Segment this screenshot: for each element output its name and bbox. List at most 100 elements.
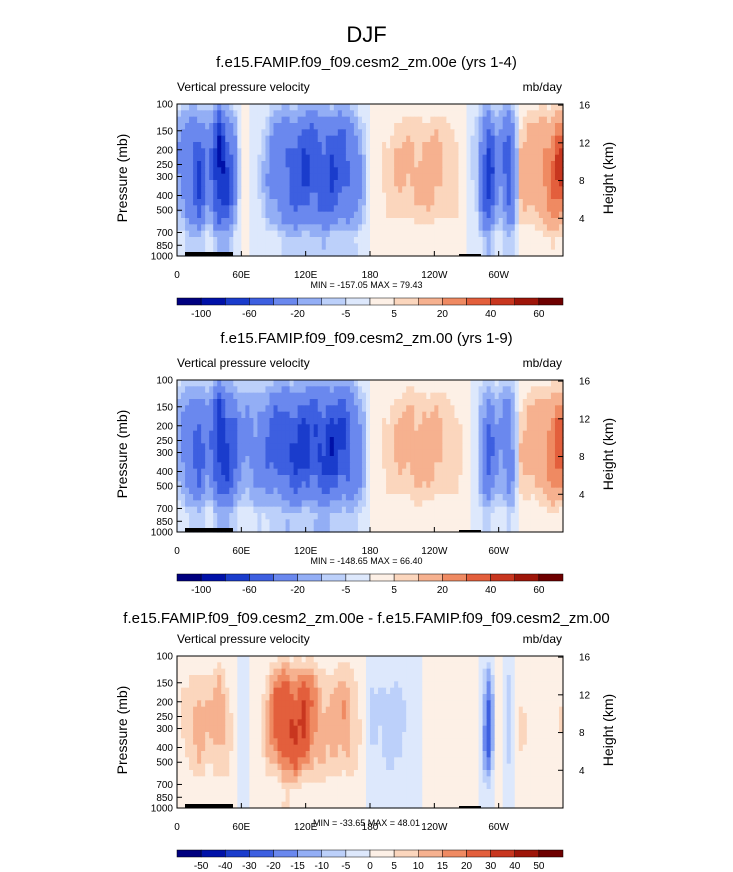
contour-cell bbox=[378, 456, 383, 463]
contour-cell bbox=[333, 443, 339, 451]
contour-cell bbox=[522, 399, 528, 406]
contour-cell bbox=[422, 475, 427, 482]
contour-cell bbox=[233, 468, 238, 476]
contour-cell bbox=[426, 475, 431, 482]
contour-cell bbox=[297, 494, 303, 501]
contour-cell bbox=[177, 668, 182, 676]
contour-cell bbox=[253, 662, 259, 670]
contour-cell bbox=[193, 135, 198, 143]
contour-cell bbox=[357, 224, 363, 232]
contour-cell bbox=[422, 192, 427, 200]
contour-cell bbox=[313, 148, 319, 156]
contour-cell bbox=[293, 211, 299, 219]
contour-cell bbox=[442, 392, 447, 400]
contour-cell bbox=[193, 230, 198, 238]
contour-cell bbox=[281, 148, 287, 156]
contour-cell bbox=[454, 380, 460, 387]
contour-cell bbox=[474, 180, 480, 187]
contour-cell bbox=[245, 481, 250, 489]
contour-cell bbox=[522, 230, 528, 238]
contour-cell bbox=[281, 399, 287, 406]
contour-cell bbox=[518, 424, 524, 432]
y-tick-label: 100 bbox=[156, 376, 173, 387]
contour-cell bbox=[205, 481, 210, 489]
contour-cell bbox=[370, 500, 375, 508]
contour-cell bbox=[197, 116, 202, 124]
contour-cell bbox=[337, 411, 343, 419]
contour-cell bbox=[458, 424, 464, 432]
contour-cell bbox=[361, 237, 367, 244]
contour-cell bbox=[430, 154, 435, 162]
contour-cell bbox=[482, 173, 488, 181]
contour-cell bbox=[293, 443, 299, 451]
contour-cell bbox=[177, 481, 182, 489]
contour-cell bbox=[554, 224, 560, 232]
contour-cell bbox=[365, 437, 371, 444]
contour-cell bbox=[301, 519, 307, 527]
contour-cell bbox=[486, 173, 492, 181]
contour-cell bbox=[297, 662, 303, 670]
contour-cell bbox=[538, 405, 544, 413]
contour-cell bbox=[249, 224, 254, 232]
contour-cell bbox=[478, 154, 484, 162]
contour-cell bbox=[277, 487, 283, 495]
contour-cell bbox=[410, 437, 415, 444]
contour-cell bbox=[442, 405, 447, 413]
contour-cell bbox=[225, 123, 230, 130]
contour-cell bbox=[398, 104, 403, 111]
contour-cell bbox=[378, 449, 383, 457]
contour-cell bbox=[353, 468, 359, 476]
contour-cell bbox=[289, 211, 295, 219]
contour-cell bbox=[281, 481, 287, 489]
contour-cell bbox=[406, 161, 411, 168]
contour-cell bbox=[450, 167, 456, 175]
colorbar-label: 60 bbox=[533, 309, 545, 320]
contour-cell bbox=[514, 148, 520, 156]
contour-cell bbox=[498, 494, 504, 501]
contour-cell bbox=[305, 199, 311, 206]
contour-cell bbox=[530, 148, 536, 156]
contour-cell bbox=[522, 437, 528, 444]
contour-cell bbox=[442, 513, 447, 520]
y-tick-label: 850 bbox=[156, 517, 173, 528]
contour-cell bbox=[378, 487, 383, 495]
contour-cell bbox=[293, 104, 299, 111]
contour-cell bbox=[337, 230, 343, 238]
contour-cell bbox=[269, 656, 275, 663]
contour-cell bbox=[233, 481, 238, 489]
contour-cell bbox=[285, 237, 291, 244]
contour-cell bbox=[289, 399, 295, 406]
contour-cell bbox=[546, 142, 552, 149]
contour-cell bbox=[422, 123, 427, 130]
contour-cell bbox=[329, 167, 335, 175]
contour-cell bbox=[349, 386, 355, 394]
contour-cell bbox=[542, 237, 548, 244]
contour-cell bbox=[554, 456, 560, 463]
contour-cell bbox=[365, 475, 371, 482]
contour-cell bbox=[374, 180, 379, 187]
contour-cell bbox=[277, 123, 283, 130]
contour-cell bbox=[550, 513, 556, 520]
contour-cell bbox=[313, 456, 319, 463]
contour-cell bbox=[205, 468, 210, 476]
contour-cell bbox=[269, 180, 275, 187]
contour-cell bbox=[546, 500, 552, 508]
contour-cell bbox=[498, 456, 504, 463]
contour-cell bbox=[522, 487, 528, 495]
contour-cell bbox=[301, 399, 307, 406]
contour-cell bbox=[382, 386, 387, 394]
contour-cell bbox=[217, 519, 222, 527]
contour-cell bbox=[378, 386, 383, 394]
contour-cell bbox=[482, 135, 488, 143]
contour-cell bbox=[277, 506, 283, 514]
contour-cell bbox=[241, 494, 246, 501]
contour-cell bbox=[289, 180, 295, 187]
contour-cell bbox=[554, 513, 560, 520]
contour-cell bbox=[365, 249, 371, 257]
contour-cell bbox=[442, 437, 447, 444]
contour-cell bbox=[386, 519, 391, 527]
contour-cell bbox=[406, 525, 411, 533]
contour-cell bbox=[349, 148, 355, 156]
contour-cell bbox=[434, 513, 439, 520]
contour-cell bbox=[530, 129, 536, 137]
